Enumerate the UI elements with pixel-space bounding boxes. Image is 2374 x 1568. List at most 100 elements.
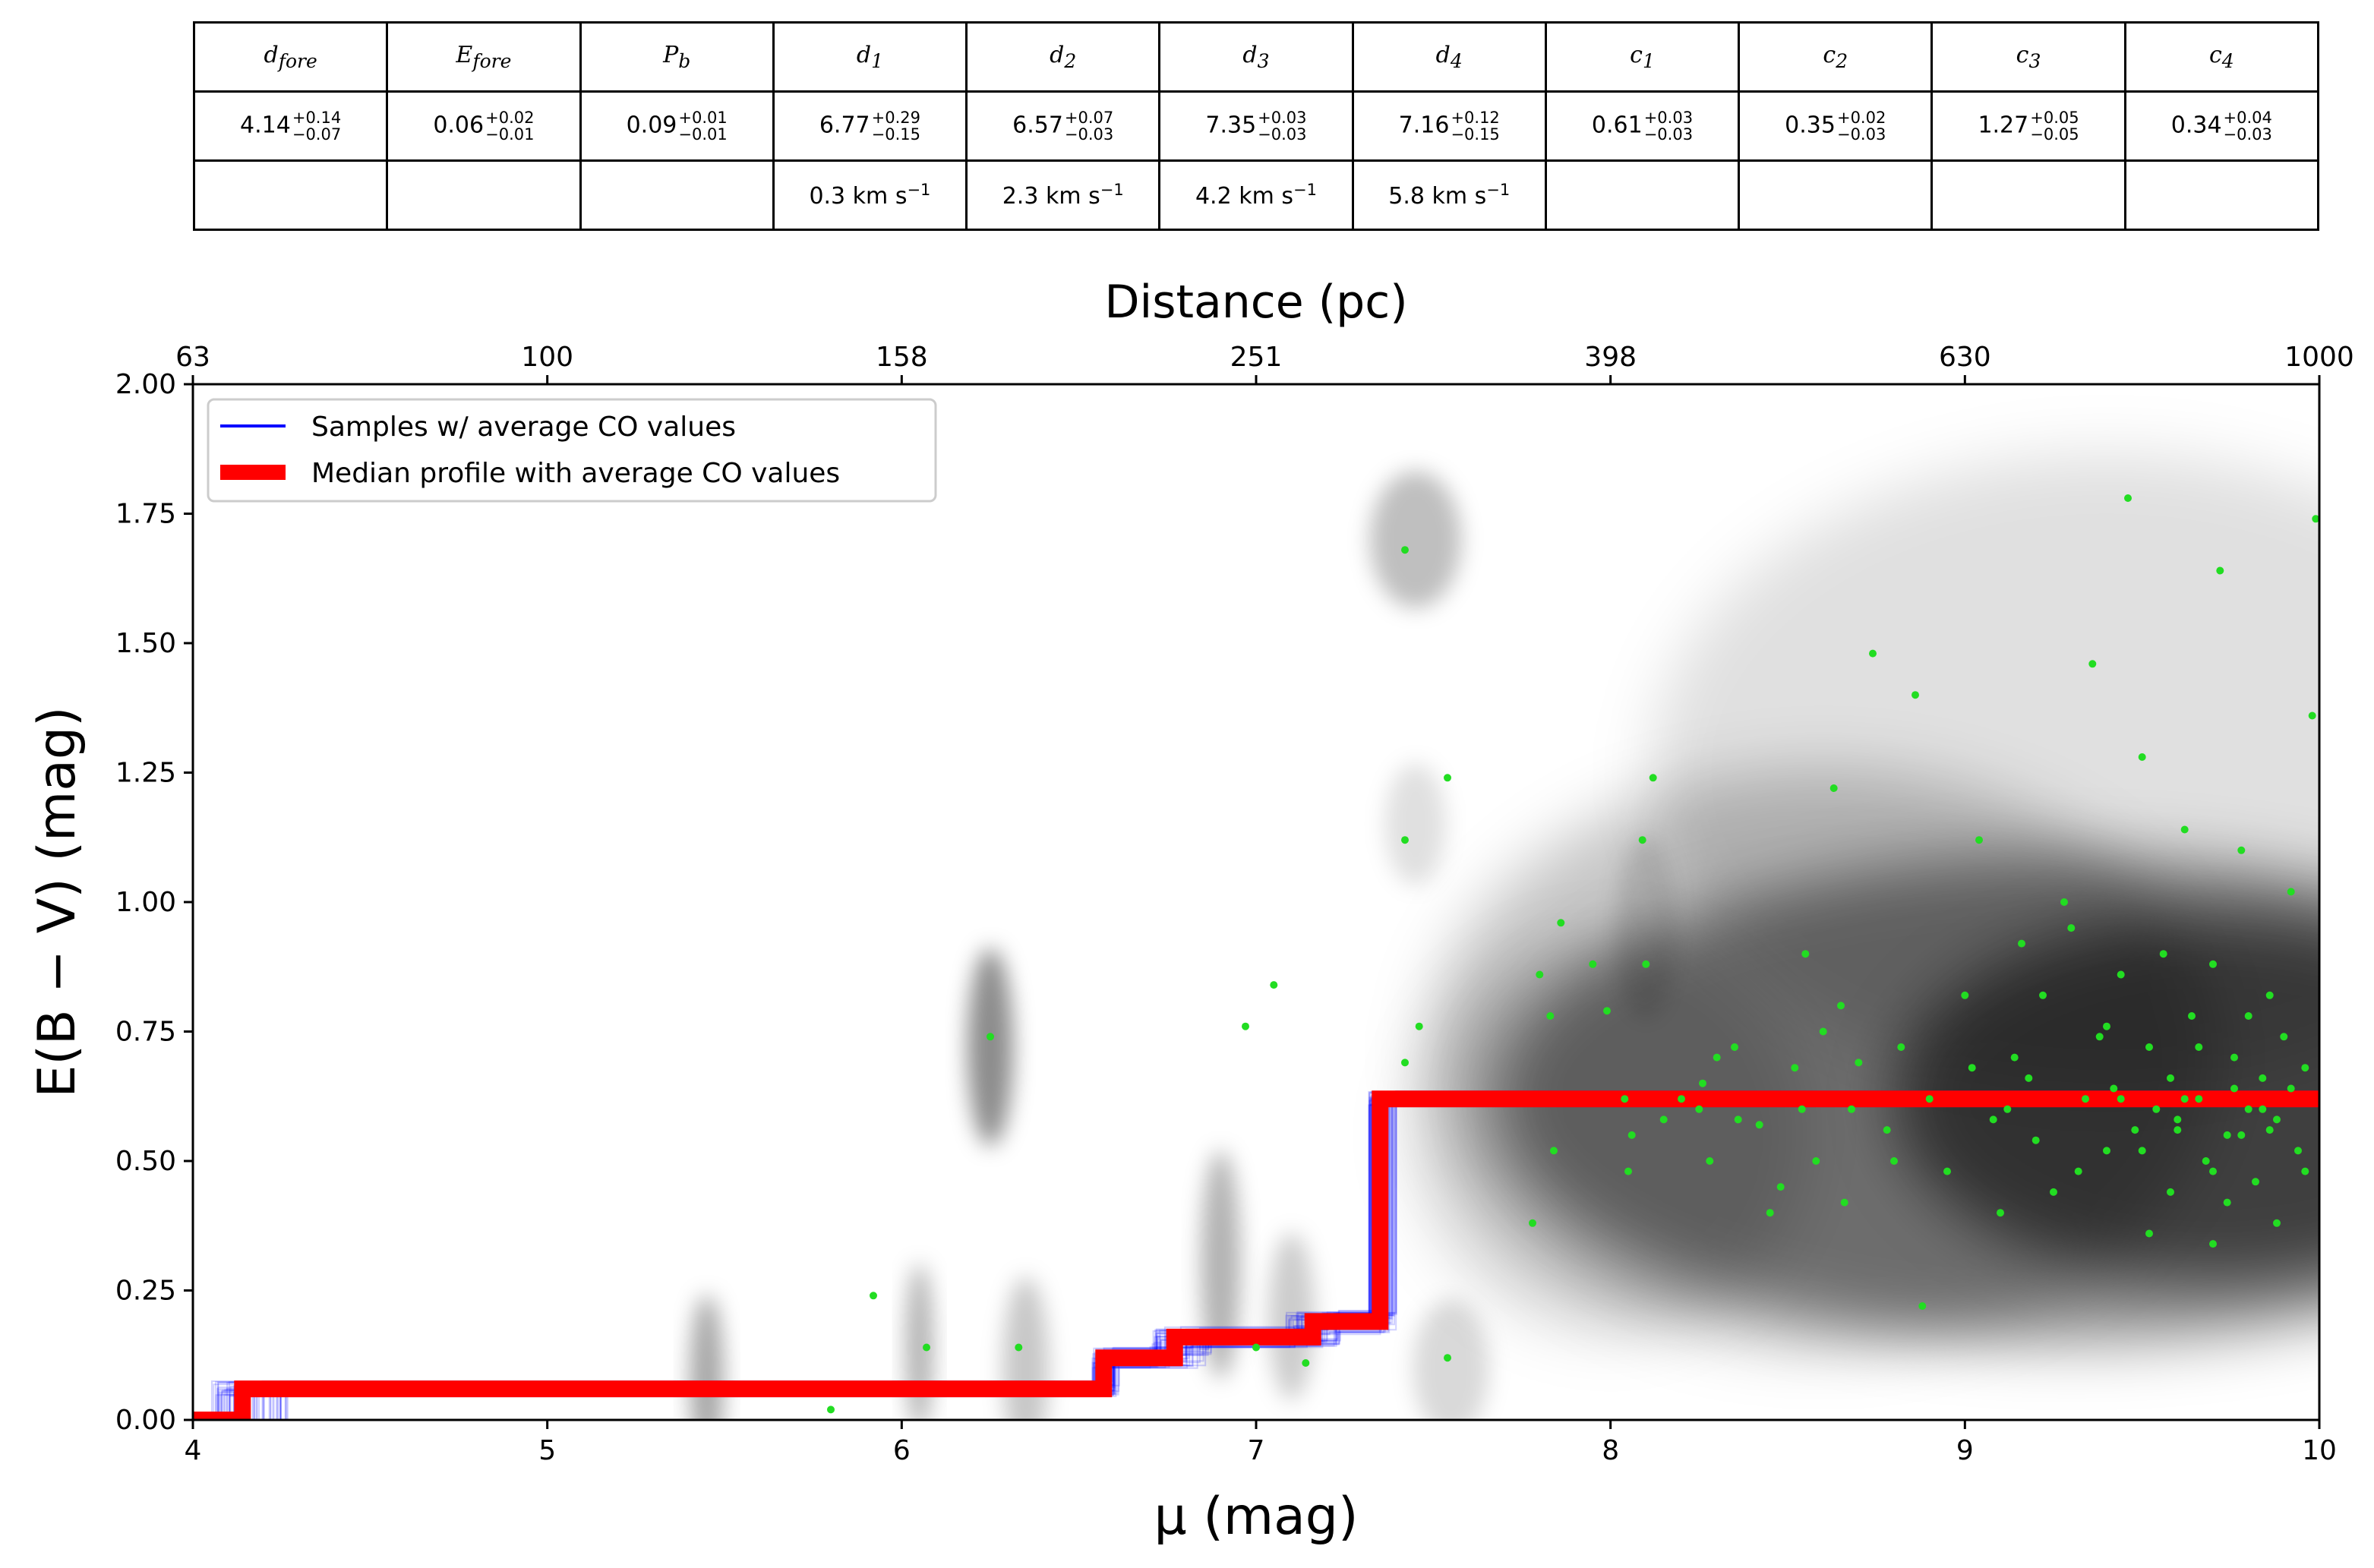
sample-profile-line: [193, 1091, 2319, 1420]
star-point: [1621, 1095, 1629, 1103]
velocity-cell: [192, 159, 389, 231]
star-point: [1840, 1198, 1848, 1207]
density-blob: [690, 1295, 724, 1420]
star-point: [2039, 991, 2047, 999]
star-point: [2167, 1074, 2174, 1082]
star-point: [1444, 774, 1451, 782]
star-point: [2237, 846, 2246, 854]
header-cell: d1: [772, 21, 968, 93]
star-point: [1975, 836, 1983, 844]
param-upper-error: +0.02: [1836, 109, 1886, 127]
star-point: [1659, 1115, 1668, 1124]
star-point: [2301, 1167, 2309, 1175]
velocity-value: 0.3 km s: [809, 183, 908, 210]
param-value: 0.61: [1591, 112, 1643, 139]
y-tick-label: 1.00: [115, 887, 176, 918]
param-lower-error: −0.05: [2030, 125, 2079, 144]
x-tick-label: 4: [185, 1435, 202, 1466]
star-point: [2209, 1167, 2217, 1175]
star-point: [1829, 784, 1838, 792]
star-point: [1883, 1126, 1891, 1134]
star-point: [1855, 1058, 1863, 1067]
top-axis: 63 100 158 251 398 630 1000: [175, 342, 2354, 384]
star-point: [1550, 1147, 1558, 1155]
param-lower-error: −0.03: [1064, 125, 1114, 144]
star-point: [2060, 898, 2068, 906]
star-point: [2216, 566, 2224, 575]
table-velocity-row: 0.3 km s−1 2.3 km s−1 4.2 km s−1 5.8 km s−1: [192, 159, 2320, 231]
star-point: [2244, 1012, 2252, 1020]
param-subscript: fore: [278, 50, 317, 72]
star-point: [2273, 1219, 2281, 1227]
star-points: [827, 494, 2319, 1414]
star-point: [870, 1292, 877, 1300]
star-point: [2010, 1053, 2019, 1062]
x-axis: 4 5 6 7 8 9 10: [185, 1420, 2337, 1466]
star-point: [2050, 1188, 2057, 1196]
star-point: [1444, 1354, 1451, 1362]
top-tick-label: 100: [521, 342, 573, 373]
param-symbol: d: [1242, 42, 1258, 68]
velocity-exponent: −1: [1486, 181, 1511, 199]
top-tick-label: 63: [175, 342, 210, 373]
star-point: [2230, 1053, 2238, 1062]
table-header-row: dfore Efore Pb d1 d2 d3 d4 c1 c2 c3 c4: [192, 21, 2320, 93]
header-cell: d4: [1351, 21, 1547, 93]
star-point: [2180, 825, 2189, 834]
star-point: [2308, 711, 2316, 720]
param-lower-error: −0.15: [1451, 125, 1500, 144]
star-point: [1925, 1095, 1934, 1103]
header-cell: c3: [1930, 21, 2126, 93]
velocity-cell: 2.3 km s−1: [965, 159, 1161, 231]
sample-profile-line: [193, 1093, 2319, 1420]
top-tick-label: 158: [876, 342, 928, 373]
star-point: [2131, 1126, 2139, 1134]
legend-median-label: Median profile with average CO values: [311, 458, 840, 489]
sample-profile-line: [193, 1093, 2319, 1420]
param-subscript: 2: [1064, 50, 1077, 72]
param-upper-error: +0.05: [2030, 109, 2079, 127]
star-point: [1695, 1105, 1703, 1113]
star-point: [2223, 1198, 2231, 1207]
param-value: 6.57: [1012, 112, 1063, 139]
star-point: [2259, 1105, 2267, 1113]
star-point: [1015, 1343, 1023, 1352]
density-blob: [1413, 1299, 1489, 1420]
header-cell: c2: [1738, 21, 1934, 93]
star-point: [1755, 1121, 1763, 1129]
legend-box: [207, 398, 937, 503]
star-point: [2223, 1131, 2231, 1139]
star-point: [1912, 691, 1919, 699]
star-point: [1801, 950, 1810, 958]
y-tick-label: 0.50: [115, 1146, 176, 1177]
star-point: [1943, 1167, 1951, 1175]
star-point: [1869, 649, 1877, 658]
y-tick-label: 0.25: [115, 1276, 176, 1307]
star-point: [1989, 1115, 1997, 1124]
value-cell: 7.16 +0.12 −0.15: [1351, 90, 1547, 162]
param-value: 6.77: [819, 112, 870, 139]
top-tick-label: 251: [1230, 342, 1283, 373]
param-upper-error: +0.07: [1064, 109, 1114, 127]
value-cell: 0.34 +0.04 −0.03: [2123, 90, 2320, 162]
y-tick-label: 1.25: [115, 758, 176, 789]
y-tick-label: 1.75: [115, 499, 176, 530]
param-lower-error: −0.03: [1258, 125, 1307, 144]
star-point: [1270, 981, 1278, 989]
param-value: 0.06: [433, 112, 485, 139]
x-tick-label: 5: [538, 1435, 556, 1466]
param-upper-error: +0.03: [1643, 109, 1694, 127]
star-point: [987, 1033, 994, 1041]
star-point: [1837, 1002, 1845, 1010]
star-point: [1302, 1359, 1310, 1367]
star-point: [1798, 1105, 1806, 1113]
velocity-cell: 5.8 km s−1: [1351, 159, 1547, 231]
star-point: [1401, 836, 1409, 844]
star-point: [1791, 1064, 1799, 1072]
value-cell: 4.14 +0.14 −0.07: [192, 90, 389, 162]
param-subscript: 1: [871, 50, 883, 72]
sample-profile-line: [193, 1097, 2319, 1420]
velocity-value: 5.8 km s: [1388, 183, 1487, 210]
star-point: [1706, 1157, 1714, 1165]
star-point: [2252, 1178, 2259, 1186]
